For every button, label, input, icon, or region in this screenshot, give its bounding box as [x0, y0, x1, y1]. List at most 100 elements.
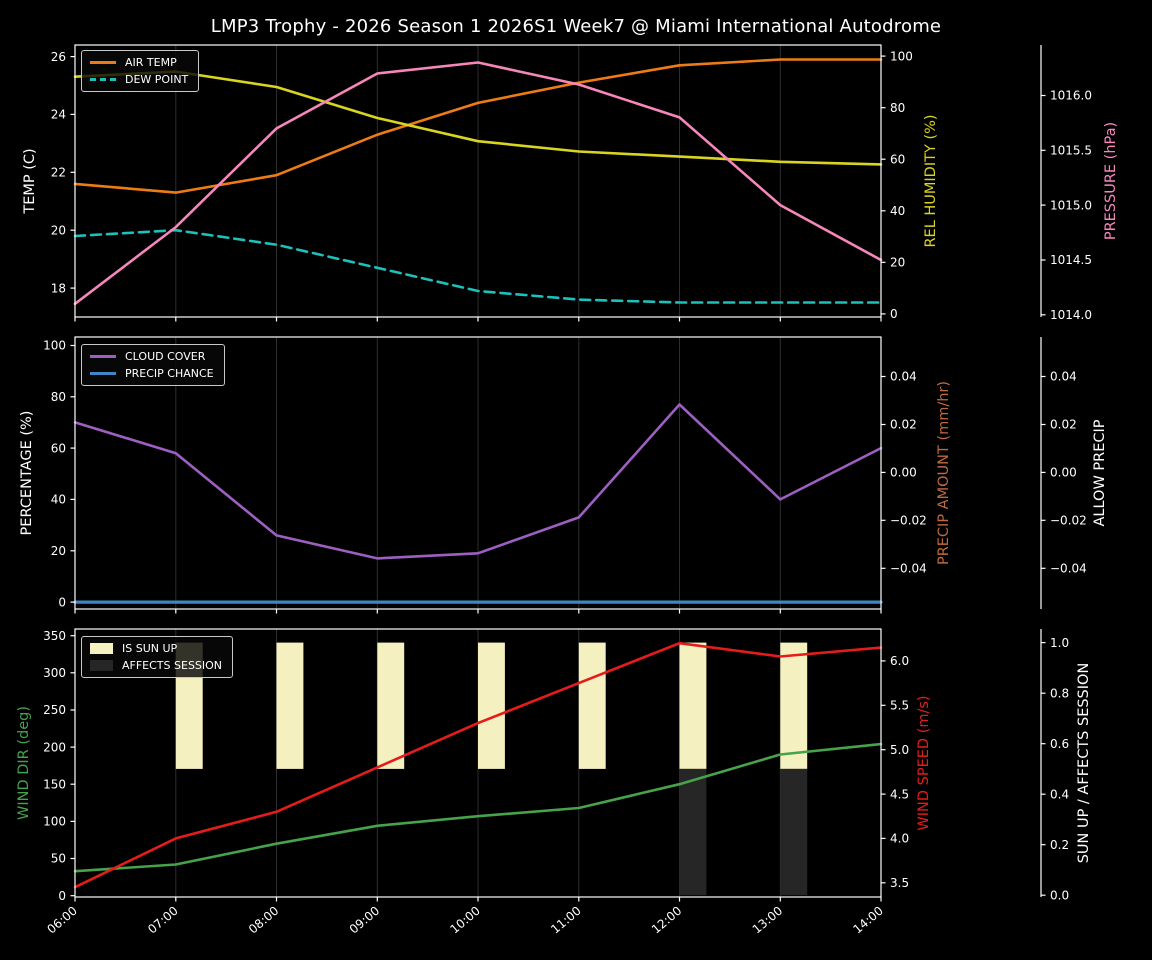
right-inner-tick-label: 60: [890, 152, 905, 166]
percentage-axis-label: PERCENTAGE (%): [19, 410, 35, 536]
right-outer-tick-label: 0.04: [1050, 370, 1077, 384]
allow-precip-axis-label: ALLOW PRECIP: [1092, 419, 1108, 527]
x-tick-label: 09:00: [347, 904, 382, 937]
right-inner-tick-label: 20: [890, 256, 905, 270]
left-tick-label: 0: [58, 595, 66, 609]
legend-label-affects-session: AFFECTS SESSION: [122, 659, 223, 672]
air-temp-line-swatch: [90, 60, 116, 65]
precip-amount-axis-label: PRECIP AMOUNT (mm/hr): [936, 380, 952, 566]
left-tick-label: 60: [51, 441, 66, 455]
x-tick-label: 14:00: [850, 904, 885, 937]
is-sun-up-bar: [478, 642, 505, 769]
x-tick-label: 12:00: [649, 904, 684, 937]
panel-cloud-precip: 0 20 40 60 80 100 −0.04 −0.02 0.00 0.02 0.04 −0.04 −…: [43, 336, 1087, 614]
legend-label-precip-chance: PRECIP CHANCE: [125, 367, 214, 380]
right-inner-tick-label: 40: [890, 204, 905, 218]
is-sun-up-bar: [578, 642, 606, 769]
right-inner-tick-label: 0.00: [890, 466, 917, 480]
chart-title: LMP3 Trophy - 2026 Season 1 2026S1 Week7…: [210, 16, 942, 37]
right-inner-tick-label: 5.0: [890, 743, 909, 757]
left-tick-label: 20: [51, 223, 66, 237]
right-inner-tick-label: 0: [890, 307, 898, 321]
left-tick-label: 100: [43, 815, 66, 829]
cloud-cover-line-swatch: [90, 354, 116, 359]
temp-panel-legend: AIR TEMP DEW POINT: [81, 50, 200, 92]
right-outer-tick-label: 0.4: [1050, 787, 1069, 801]
cloud-cover-line: [73, 403, 883, 560]
right-inner-tick-label: −0.02: [890, 514, 927, 528]
left-tick-label: 50: [51, 852, 66, 866]
legend-item-is-sun-up: IS SUN UP: [90, 643, 222, 654]
cloud-panel-legend: CLOUD COVER PRECIP CHANCE: [81, 344, 225, 386]
right-outer-tick-label: 1016.0: [1050, 89, 1092, 103]
right-outer-tick-label: 1015.0: [1050, 198, 1092, 212]
right-outer-tick-label: −0.04: [1050, 562, 1087, 576]
left-tick-label: 80: [51, 390, 66, 404]
dew-point-line: [73, 228, 883, 304]
wind-panel-legend: IS SUN UP AFFECTS SESSION: [81, 636, 234, 678]
left-tick-label: 18: [51, 281, 66, 295]
right-outer-tick-label: 1014.0: [1050, 308, 1092, 322]
x-tick-label: 06:00: [44, 904, 79, 937]
right-outer-tick-label: 0.00: [1050, 466, 1077, 480]
right-inner-tick-label: −0.04: [890, 562, 927, 576]
left-tick-label: 300: [43, 666, 66, 680]
affects-session-bar: [780, 768, 808, 896]
left-tick-label: 26: [51, 50, 66, 64]
legend-item-air-temp: AIR TEMP: [90, 57, 188, 68]
right-outer-tick-label: 0.6: [1050, 737, 1069, 751]
x-tick-label: 13:00: [750, 904, 785, 937]
wind-speed-line: [73, 641, 883, 889]
left-tick-label: 40: [51, 493, 66, 507]
affects-session-patch-swatch: [90, 660, 113, 671]
left-tick-label: 100: [43, 339, 66, 353]
right-inner-tick-label: 5.5: [890, 699, 909, 713]
sun-up-axis-label: SUN UP / AFFECTS SESSION: [1076, 662, 1092, 864]
is-sun-up-bar: [679, 642, 707, 769]
wind-speed-axis-label: WIND SPEED (m/s): [916, 695, 932, 831]
left-tick-label: 250: [43, 703, 66, 717]
right-inner-tick-label: 80: [890, 101, 905, 115]
rel-humidity-line: [73, 70, 883, 166]
legend-label-cloud-cover: CLOUD COVER: [125, 350, 206, 363]
right-outer-tick-label: 0.0: [1050, 888, 1069, 902]
x-tick-label: 07:00: [145, 904, 180, 937]
legend-item-dew-point: DEW POINT: [90, 74, 188, 85]
is-sun-up-bar: [780, 642, 808, 769]
pressure-line: [73, 61, 883, 306]
left-tick-label: 24: [51, 108, 66, 122]
air-temp-line: [73, 58, 883, 194]
left-tick-label: 350: [43, 629, 66, 643]
right-outer-tick-label: 0.02: [1050, 418, 1077, 432]
temp-axis-label: TEMP (C): [22, 148, 38, 214]
is-sun-up-bar: [276, 642, 304, 769]
legend-item-affects-session: AFFECTS SESSION: [90, 660, 222, 671]
is-sun-up-bar: [377, 642, 405, 769]
wind-dir-axis-label: WIND DIR (deg): [16, 705, 32, 821]
right-inner-tick-label: 0.04: [890, 370, 917, 384]
panel-temperature-humidity-pressure: 18 20 22 24 26 0 20 40 60 80 100 1014.0 1014.5 1015.0…: [51, 44, 1092, 322]
right-outer-tick-label: 1015.5: [1050, 144, 1092, 158]
right-outer-tick-label: 1014.5: [1050, 253, 1092, 267]
right-inner-tick-label: 4.0: [890, 832, 909, 846]
right-outer-tick-label: 0.8: [1050, 686, 1069, 700]
right-inner-tick-label: 0.02: [890, 418, 917, 432]
right-inner-tick-label: 4.5: [890, 787, 909, 801]
x-tick-label: 11:00: [548, 904, 583, 937]
x-tick-label: 10:00: [447, 904, 482, 937]
legend-label-air-temp: AIR TEMP: [125, 56, 177, 69]
dew-point-line-swatch: [90, 77, 116, 82]
affects-session-bar: [679, 768, 707, 896]
left-tick-label: 150: [43, 777, 66, 791]
left-tick-label: 0: [58, 889, 66, 903]
right-inner-tick-label: 3.5: [890, 876, 909, 890]
legend-item-cloud-cover: CLOUD COVER: [90, 351, 214, 362]
right-inner-tick-label: 6.0: [890, 654, 909, 668]
is-sun-up-patch-swatch: [90, 643, 113, 654]
left-tick-label: 200: [43, 740, 66, 754]
right-outer-tick-label: 0.2: [1050, 838, 1069, 852]
x-tick-label: 08:00: [246, 904, 281, 937]
right-outer-tick-label: −0.02: [1050, 514, 1087, 528]
wind-dir-line: [73, 742, 883, 873]
